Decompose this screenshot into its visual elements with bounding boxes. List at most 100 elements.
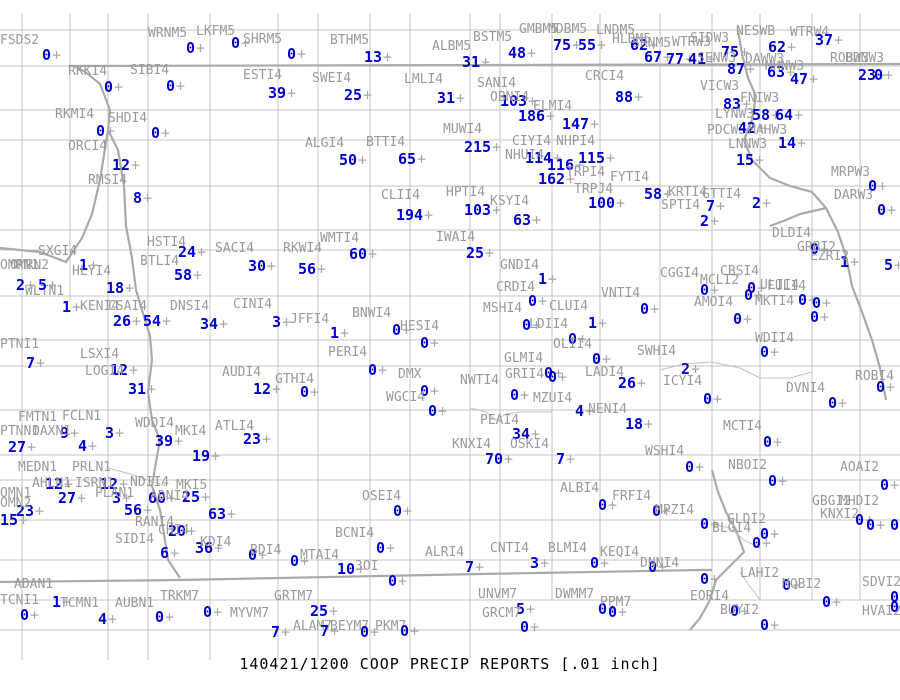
station-marker-icon: + [894, 256, 900, 274]
station-marker-icon: + [520, 386, 530, 404]
precip-value-label: 20 [168, 522, 187, 540]
station-marker-icon: + [808, 291, 818, 309]
station-marker-icon: + [778, 472, 788, 490]
station-marker-icon: + [438, 402, 448, 420]
precip-value-label: 103 [464, 201, 492, 219]
station-id-label: OMN1 [0, 486, 32, 501]
precip-value-label: 7 [465, 558, 475, 576]
precip-value-label: 0 [700, 570, 710, 588]
station-id-label: LKFM5 [196, 24, 236, 39]
station-marker-icon: + [710, 281, 720, 299]
precip-value-label: 64 [775, 106, 794, 124]
station-id-label: GRII4 [505, 367, 545, 382]
station-marker-icon: + [822, 294, 832, 312]
precip-value-label: 87 [727, 60, 746, 78]
station-id-label: SANI4 [477, 76, 517, 91]
precip-value-label: 1 [330, 324, 340, 342]
station-marker-icon: + [161, 124, 171, 142]
station-id-label: OLII4 [553, 337, 593, 352]
station-id-label: AOAI2 [840, 460, 880, 475]
station-marker-icon: + [616, 194, 626, 212]
precip-value-label: 0 [151, 124, 161, 142]
station-id-label: OSEI4 [362, 489, 402, 504]
station-id-label: ALAM7 [293, 619, 333, 634]
station-id-label: SHDI4 [108, 111, 148, 126]
station-id-label: ALBI4 [560, 481, 600, 496]
station-id-label: LNNW3 [728, 137, 768, 152]
precip-value-label: 0 [760, 616, 770, 634]
precip-value-label: 70 [485, 450, 504, 468]
precip-value-label: 58 [174, 266, 193, 284]
precip-value-label: 0 [510, 386, 520, 404]
precip-value-label: 56 [124, 501, 143, 519]
station-marker-icon: + [531, 425, 541, 443]
station-id-label: ULII4 [760, 278, 800, 293]
station-id-label: HESI4 [400, 319, 440, 334]
station-id-label: JFFI4 [290, 312, 330, 327]
precip-value-label: 55 [578, 36, 597, 54]
station-id-label: DLDI4 [772, 226, 812, 241]
station-id-label: VNTI4 [601, 286, 641, 301]
station-marker-icon: + [219, 315, 229, 333]
precip-value-label: 0 [747, 279, 757, 297]
station-id-label: NENI4 [588, 402, 628, 417]
precip-value-label: 0 [866, 516, 876, 534]
precip-value-label: 1 [62, 298, 72, 316]
station-marker-icon: + [201, 488, 211, 506]
precip-value-label: 0 [166, 77, 176, 95]
precip-value-label: 31 [462, 53, 481, 71]
precip-value-label: 5 [38, 276, 48, 294]
station-marker-icon: + [287, 84, 297, 102]
precip-value-label: 103 [500, 92, 528, 110]
precip-value-label: 83 [723, 95, 742, 113]
precip-value-label: 0 [760, 343, 770, 361]
precip-value-label: 0 [768, 472, 778, 490]
station-marker-icon: + [227, 505, 237, 523]
station-marker-icon: + [363, 86, 373, 104]
station-id-label: ESTI4 [243, 68, 283, 83]
station-id-label: ADAN1 [14, 577, 54, 592]
station-marker-icon: + [77, 489, 87, 507]
station-id-label: PRLN1 [72, 460, 112, 475]
station-id-label: MZUI4 [533, 391, 573, 406]
precip-value-label: 65 [398, 150, 417, 168]
station-marker-icon: + [762, 194, 772, 212]
precip-value-label: 7 [271, 623, 281, 641]
station-marker-icon: + [890, 476, 900, 494]
station-id-label: DAWW3 [745, 52, 785, 67]
station-id-label: HSTI4 [147, 235, 187, 250]
precip-value-label: 0 [890, 588, 900, 606]
precip-value-label: 0 [700, 515, 710, 533]
precip-value-label: 62 [768, 38, 787, 56]
station-id-label: BLMI4 [548, 541, 588, 556]
precip-value-label: 23 [16, 502, 35, 520]
station-id-label: LSXI4 [80, 347, 120, 362]
station-id-label: KRTI4 [668, 185, 708, 200]
station-marker-icon: + [70, 424, 80, 442]
station-marker-icon: + [403, 502, 413, 520]
precip-value-label: 60 [349, 245, 368, 263]
precip-value-label: 0 [568, 330, 578, 348]
station-marker-icon: + [566, 450, 576, 468]
station-id-label: GMBM5 [519, 22, 559, 37]
precip-value-label: 0 [782, 576, 792, 594]
precip-value-label: 47 [790, 70, 809, 88]
station-id-label: WLTN1 [25, 284, 65, 299]
precip-value-label: 10 [337, 560, 356, 578]
precip-value-label: 0 [360, 623, 370, 641]
station-marker-icon: + [757, 119, 767, 137]
precip-value-label: 5 [516, 600, 526, 618]
precip-value-label: 0 [876, 378, 886, 396]
precip-value-label: 26 [618, 374, 637, 392]
station-marker-icon: + [658, 558, 668, 576]
station-marker-icon: + [884, 66, 894, 84]
station-marker-icon: + [695, 458, 705, 476]
station-marker-icon: + [297, 45, 307, 63]
station-id-label: TCNI1 [0, 593, 40, 608]
precip-value-label: 0 [20, 606, 30, 624]
station-id-label: CINI4 [233, 297, 273, 312]
station-marker-icon: + [52, 46, 62, 64]
map-canvas[interactable] [0, 0, 900, 660]
precip-value-label: 0 [420, 382, 430, 400]
station-marker-icon: + [787, 38, 797, 56]
